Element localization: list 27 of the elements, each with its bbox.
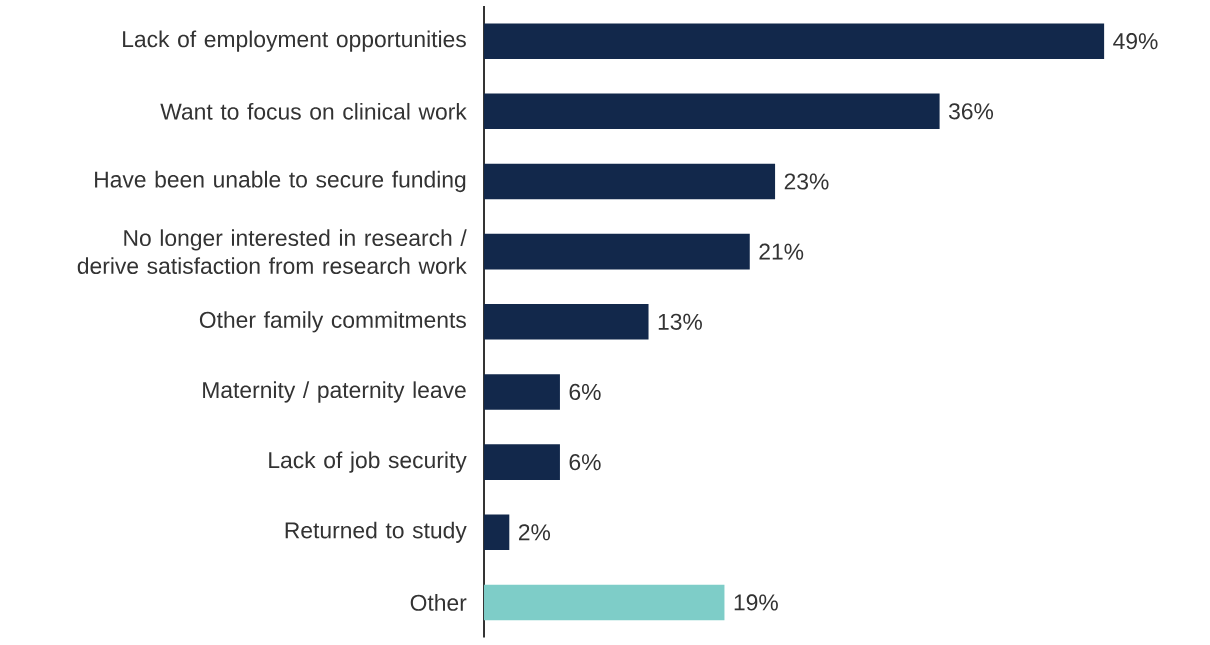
bar (484, 93, 940, 130)
y-tick-label: Lack of job security (269, 451, 467, 473)
data-label: 19% (734, 594, 778, 611)
data-label: 36% (948, 103, 994, 120)
data-label: 6% (569, 453, 601, 471)
bar (484, 374, 560, 410)
data-label: 2% (518, 524, 551, 541)
bar (484, 444, 560, 480)
data-label: 13% (658, 313, 702, 330)
y-tick-label: Other family commitments (199, 311, 466, 333)
bar (484, 163, 776, 200)
data-label: 21% (759, 243, 804, 260)
data-label: 23% (784, 173, 829, 190)
y-tick-label: Maternity / paternity leave (203, 381, 466, 403)
y-tick-label: Other (410, 594, 467, 611)
bar (484, 303, 649, 340)
y-tick-label: Returned to study (285, 521, 467, 543)
data-label: 49% (1113, 33, 1158, 50)
y-tick-label: Want to focus on clinical work (160, 102, 467, 120)
y-tick-label: Lack of employment opportunities (123, 30, 466, 52)
data-label: 6% (569, 383, 601, 400)
y-tick-label: Have been unable to secure funding (95, 170, 466, 193)
bar (484, 514, 510, 551)
y-tick-label: No longer interested in research / derive satisfaction from research work (77, 229, 467, 274)
bar (484, 233, 750, 270)
bar (484, 584, 725, 621)
bar (484, 23, 1105, 59)
